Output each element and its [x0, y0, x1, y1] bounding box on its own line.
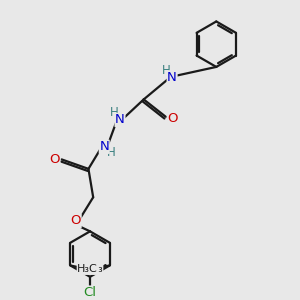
Text: O: O: [70, 214, 81, 227]
Text: N: N: [115, 113, 125, 126]
Text: H: H: [162, 64, 171, 77]
Text: O: O: [50, 153, 60, 166]
Text: Cl: Cl: [83, 286, 97, 299]
Text: H: H: [110, 106, 119, 119]
Text: H₃C: H₃C: [77, 264, 98, 274]
Text: O: O: [167, 112, 178, 125]
Text: N: N: [99, 140, 109, 153]
Text: N: N: [167, 71, 177, 84]
Text: H: H: [107, 146, 116, 159]
Text: CH₃: CH₃: [82, 264, 103, 274]
